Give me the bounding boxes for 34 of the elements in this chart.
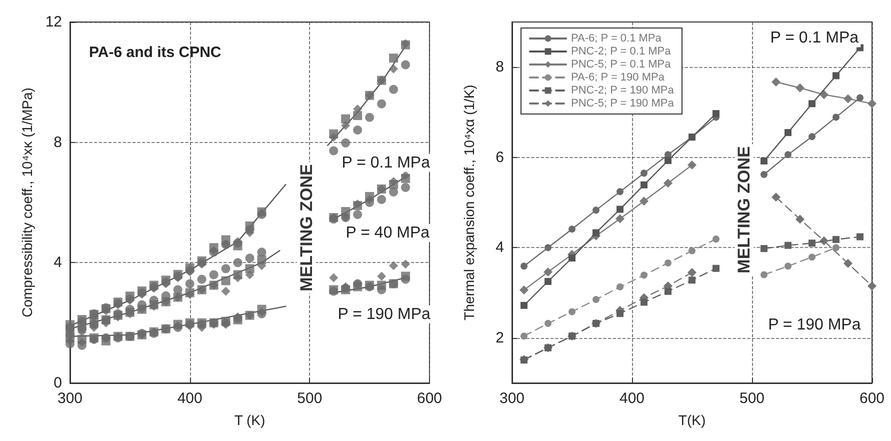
annotation: MELTING ZONE bbox=[734, 146, 754, 274]
x-tick-label: 400 bbox=[177, 390, 202, 407]
y-tick-label: 2 bbox=[496, 329, 504, 346]
annotation: P = 40 MPa bbox=[346, 224, 430, 242]
x-axis-title: T(K) bbox=[678, 412, 706, 428]
annotation: P = 190 MPa bbox=[338, 306, 430, 323]
x-tick-label: 400 bbox=[619, 390, 645, 407]
annotation: P = 190 MPa bbox=[768, 316, 861, 334]
y-tick-label: 8 bbox=[54, 134, 62, 151]
legend-label: PA-6; P = 0.1 MPa bbox=[571, 32, 662, 44]
legend-label: PNC-5; P = 190 MPa bbox=[571, 98, 675, 110]
text: PA-6 and its CPNC bbox=[89, 44, 222, 61]
legend-label: PA-6; P = 190 MPa bbox=[571, 72, 666, 84]
legend-label: PNC-2; P = 0.1 MPa bbox=[571, 46, 672, 58]
x-tick-label: 500 bbox=[297, 390, 322, 407]
x-tick-label: 600 bbox=[859, 390, 885, 407]
y-tick-label: 6 bbox=[496, 148, 504, 166]
annotation: MELTING ZONE bbox=[296, 164, 316, 292]
x-tick-label: 300 bbox=[57, 390, 83, 407]
legend-label: PNC-2; P = 190 MPa bbox=[571, 84, 675, 96]
y-tick-label: 4 bbox=[54, 254, 62, 272]
y-tick-label: 0 bbox=[54, 374, 62, 392]
y-tick-label: 12 bbox=[45, 14, 62, 30]
y-axis-title: Compressibility coeff., 10⁴xκ (1/MPa) bbox=[19, 88, 35, 318]
annotation: P = 0.1 MPa bbox=[770, 30, 859, 47]
x-axis-title: T (K) bbox=[234, 412, 266, 428]
x-tick-label: 500 bbox=[739, 390, 765, 407]
annotation: P = 0.1 MPa bbox=[342, 154, 430, 172]
x-tick-label: 300 bbox=[499, 390, 525, 407]
y-tick-label: 8 bbox=[496, 58, 504, 76]
y-tick-label: 4 bbox=[496, 239, 504, 256]
legend-label: PNC-5; P = 0.1 MPa bbox=[571, 58, 672, 70]
x-tick-label: 600 bbox=[416, 390, 442, 407]
y-axis-title: Thermal expansion coeff., 10⁴xα (1/K) bbox=[461, 84, 477, 320]
